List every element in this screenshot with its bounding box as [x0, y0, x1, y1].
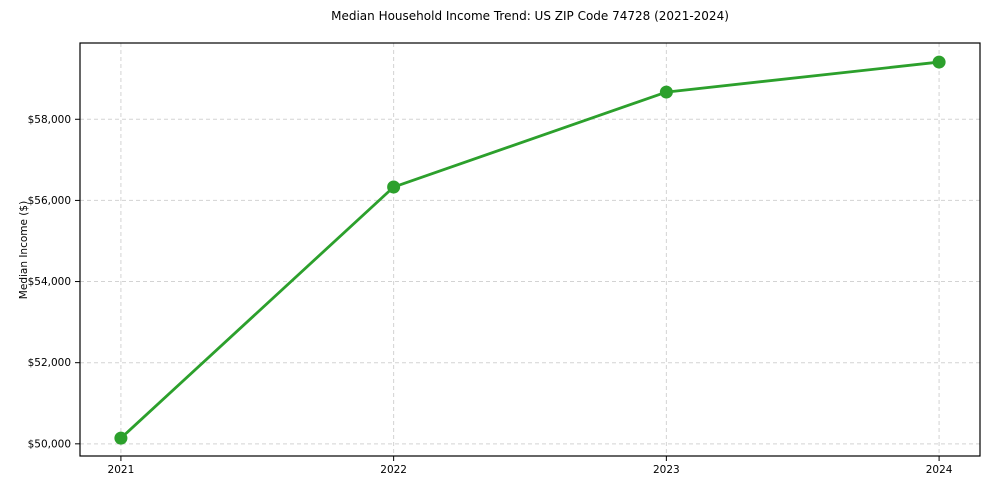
x-tick-label: 2022: [380, 464, 407, 476]
x-tick-label: 2023: [653, 464, 680, 476]
axes-layer: [75, 42, 981, 461]
grid-layer: [80, 43, 980, 456]
ticklabel-layer: 2021 2022 2023 2024 $50,000 $52,000 $54,000 $56…: [28, 114, 953, 476]
chart-title: Median Household Income Trend: US ZIP Co…: [331, 9, 729, 23]
y-tick-label: $54,000: [28, 276, 71, 288]
plot-border: [79, 42, 981, 457]
x-tick-label: 2024: [926, 464, 953, 476]
y-tick-label: $50,000: [28, 438, 71, 450]
y-axis-label: Median Income ($): [18, 200, 30, 300]
data-point: [932, 55, 946, 69]
y-tick-label: $56,000: [28, 195, 71, 207]
series-layer: [114, 55, 946, 445]
y-tick-label: $52,000: [28, 357, 71, 369]
x-tick-label: 2021: [108, 464, 135, 476]
data-point: [114, 431, 128, 445]
trend-line: [119, 60, 941, 440]
data-point: [387, 180, 401, 194]
data-point: [659, 85, 673, 99]
y-tick-label: $58,000: [28, 114, 71, 126]
